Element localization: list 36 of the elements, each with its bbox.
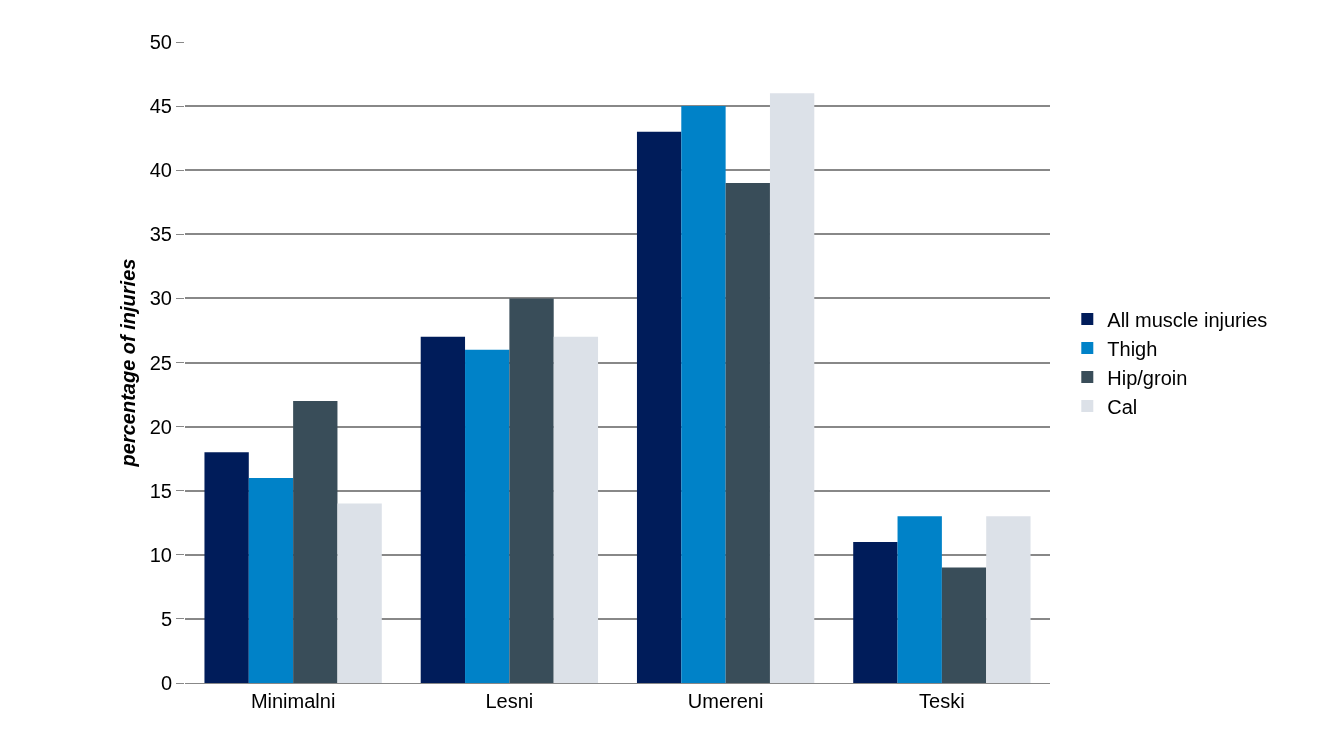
bar: [420, 336, 466, 683]
y-tick-label: 20: [149, 415, 172, 438]
bar: [769, 93, 815, 683]
y-tick-label: 5: [160, 607, 172, 630]
y-tick-label: 15: [149, 479, 172, 502]
bar: [986, 516, 1031, 683]
x-tick-label: Teski: [919, 690, 965, 712]
y-axis-title: percentage of injuries: [117, 258, 139, 468]
bar: [897, 516, 942, 683]
bar: [636, 131, 682, 683]
y-tick-label: 45: [149, 95, 172, 118]
legend-label: All muscle injuries: [1107, 308, 1268, 331]
legend-label: Thigh: [1107, 337, 1158, 360]
bar: [941, 567, 987, 683]
y-tick-label: 35: [149, 223, 172, 246]
legend-label: Cal: [1107, 395, 1138, 418]
bar: [248, 477, 294, 683]
x-tick-label: Minimalni: [250, 690, 336, 712]
bar: [725, 183, 770, 683]
bar: [681, 106, 726, 683]
y-tick-label: 40: [149, 159, 172, 182]
bar: [553, 336, 599, 683]
y-tick-label: 50: [149, 31, 172, 53]
bar: [337, 503, 382, 683]
x-tick-label: Umereni: [687, 690, 764, 712]
bar: [853, 541, 898, 683]
legend-label: Hip/groin: [1107, 366, 1188, 389]
bar: [293, 400, 338, 683]
bar: [465, 349, 510, 683]
x-tick-label: Lesni: [485, 690, 534, 712]
y-tick-label: 0: [160, 672, 172, 694]
y-tick-label: 30: [149, 287, 172, 310]
y-tick-label: 10: [149, 543, 172, 566]
bar: [204, 452, 249, 683]
y-tick-label: 25: [149, 351, 172, 374]
bar: [509, 298, 554, 683]
